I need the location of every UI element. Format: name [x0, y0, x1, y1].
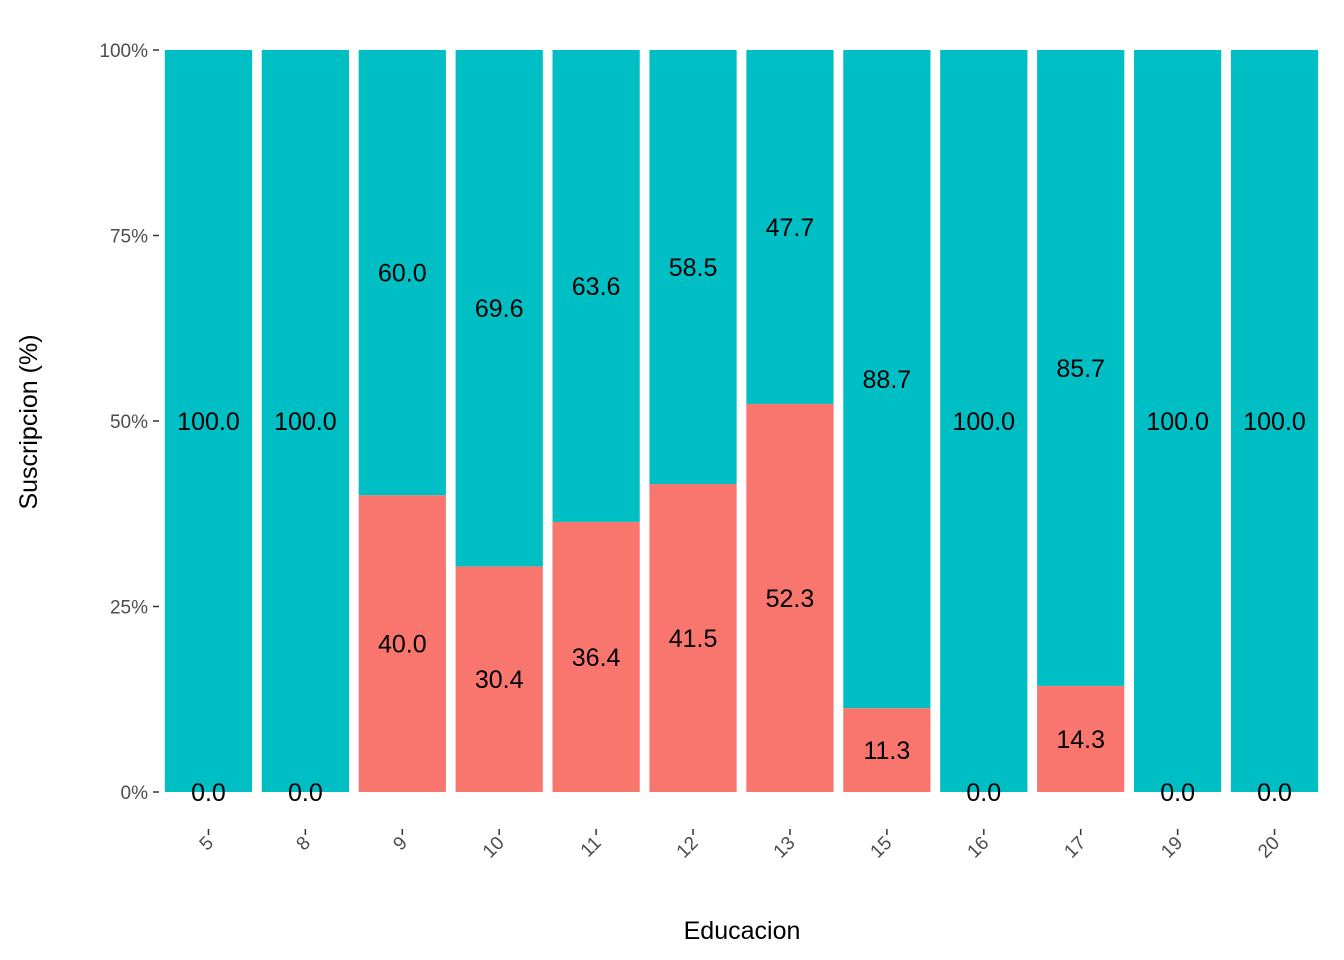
data-labels: 0.0 100.0 0.0 100.0 40.0 60.0 30.4 69.6 36.4 63.6…: [177, 214, 1306, 807]
bar-segment-top-8: [261, 50, 349, 792]
x-tick-label-20: 20: [1254, 833, 1284, 863]
data-label-top-5: 100.0: [177, 408, 240, 436]
x-tick-label-9: 9: [389, 833, 411, 855]
bar-segment-top-5: [164, 50, 253, 792]
y-tick-label: 25%: [110, 598, 148, 619]
x-tick-label-17: 17: [1060, 833, 1090, 863]
bar-segment-top-19: [1134, 50, 1222, 792]
data-label-top-10: 69.6: [475, 295, 524, 323]
x-tick-label-11: 11: [577, 833, 606, 862]
data-label-top-8: 100.0: [274, 408, 337, 436]
data-label-bottom-8: 0.0: [288, 779, 323, 807]
data-label-bottom-5: 0.0: [191, 779, 226, 807]
x-tick-label-10: 10: [479, 833, 509, 863]
y-tick-label: 75%: [110, 227, 148, 248]
data-label-top-15: 88.7: [863, 366, 912, 394]
data-label-top-16: 100.0: [953, 408, 1016, 436]
bar-segment-bottom-15: [843, 708, 931, 792]
y-tick-label: 0%: [121, 783, 149, 804]
data-label-top-13: 47.7: [766, 214, 815, 242]
data-label-bottom-11: 36.4: [572, 644, 621, 672]
y-tick-label: 100%: [99, 41, 148, 62]
x-tick-label-16: 16: [964, 833, 994, 863]
data-label-bottom-9: 40.0: [378, 631, 427, 659]
data-label-bottom-17: 14.3: [1056, 726, 1105, 754]
bar-segment-top-11: [552, 50, 640, 522]
bar-segment-top-17: [1037, 50, 1125, 686]
data-label-top-9: 60.0: [378, 260, 427, 288]
bar-segment-bottom-9: [358, 495, 446, 792]
data-label-top-12: 58.5: [669, 254, 718, 282]
bar-segment-top-13: [746, 50, 834, 404]
data-label-bottom-20: 0.0: [1257, 779, 1292, 807]
data-label-top-19: 100.0: [1146, 408, 1209, 436]
bar-segment-top-20: [1230, 50, 1319, 792]
data-label-bottom-19: 0.0: [1160, 779, 1195, 807]
data-label-top-17: 85.7: [1056, 355, 1105, 383]
x-tick-label-8: 8: [293, 833, 315, 855]
bar-segment-top-16: [940, 50, 1028, 792]
bar-segment-top-10: [455, 50, 543, 567]
x-axis: 5 8 9 10 11 12 13 15 16 17 19 20: [196, 829, 1284, 862]
data-label-bottom-16: 0.0: [966, 779, 1001, 807]
x-tick-label-5: 5: [196, 833, 218, 855]
x-tick-label-13: 13: [770, 833, 800, 863]
y-tick-label: 50%: [110, 412, 148, 433]
bar-segment-bottom-17: [1037, 685, 1125, 792]
x-axis-title: Educacion: [684, 917, 801, 945]
data-label-bottom-13: 52.3: [766, 585, 815, 613]
bar-segment-bottom-10: [455, 566, 543, 792]
x-tick-label-12: 12: [673, 833, 703, 863]
data-label-bottom-15: 11.3: [863, 737, 910, 765]
bar-segment-top-9: [358, 50, 446, 496]
bar-segment-bottom-13: [746, 403, 834, 792]
bar-segment-top-12: [649, 50, 737, 485]
x-tick-label-15: 15: [867, 833, 897, 863]
data-label-bottom-12: 41.5: [669, 625, 718, 653]
bar-segment-bottom-12: [649, 484, 737, 792]
bar-segment-top-15: [843, 50, 931, 709]
bar-segment-bottom-11: [552, 521, 640, 792]
data-label-top-11: 63.6: [572, 273, 621, 301]
y-axis-title: Suscripcion (%): [15, 334, 43, 509]
y-axis: 0% 25% 50% 75% 100%: [99, 41, 159, 804]
x-tick-label-19: 19: [1157, 833, 1187, 863]
data-label-top-20: 100.0: [1243, 408, 1306, 436]
bars: [164, 50, 1319, 792]
data-label-bottom-10: 30.4: [475, 666, 524, 694]
